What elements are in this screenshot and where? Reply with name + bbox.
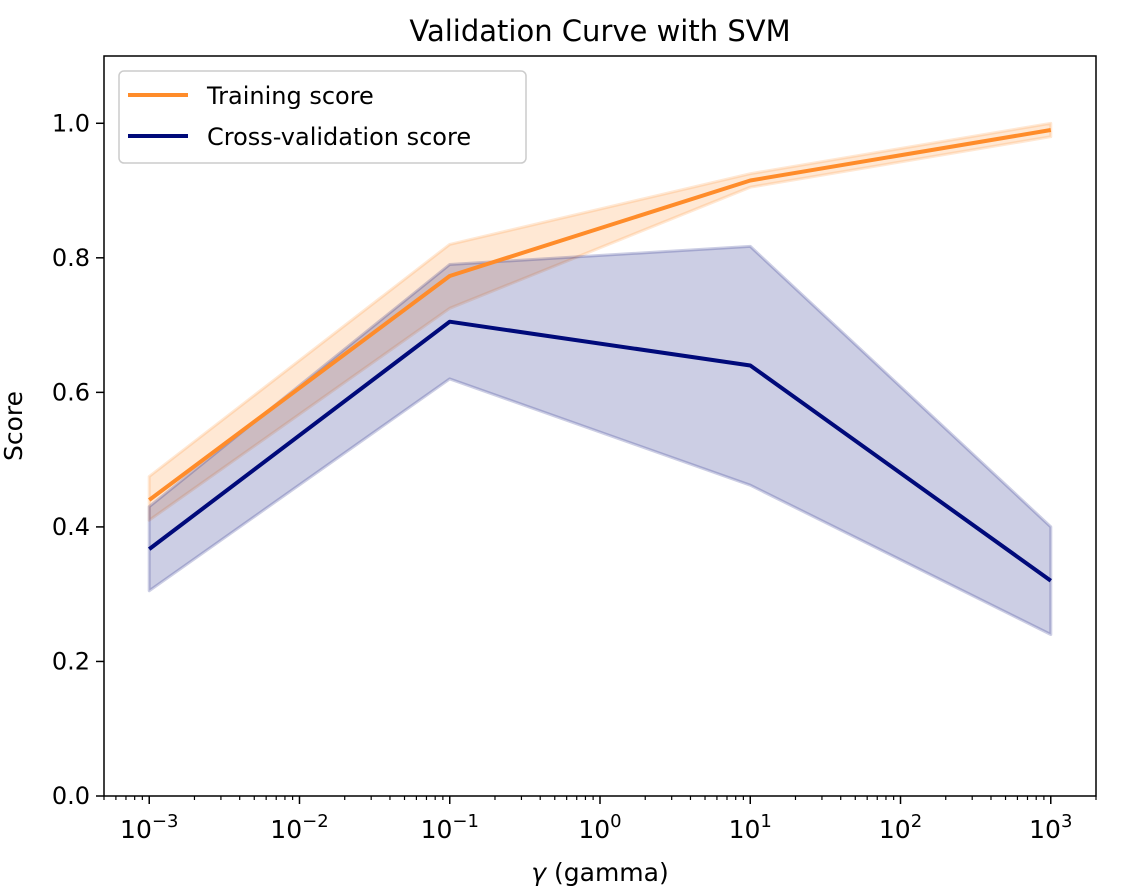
confidence-bands [147, 121, 1053, 636]
y-tick-label: 1.0 [52, 109, 90, 137]
y-tick-label: 0.0 [52, 782, 90, 810]
y-tick-label: 0.6 [52, 378, 90, 406]
line-cross-validation-score [147, 319, 1052, 583]
legend-label: Cross-validation score [207, 123, 471, 151]
x-tick-label: 103 [1029, 811, 1072, 844]
legend: Training score Cross-validation score [118, 70, 527, 164]
y-axis-label: Score [0, 391, 28, 461]
legend-label: Training score [206, 82, 374, 110]
y-tick-label: 0.4 [52, 513, 90, 541]
x-axis-label: γ (gamma) [531, 858, 668, 887]
x-tick-label: 10−2 [270, 811, 328, 844]
x-tick-label: 10−1 [421, 811, 479, 844]
y-tick-label: 0.8 [52, 244, 90, 272]
band-training [147, 121, 1053, 522]
x-axis-label-text: (gamma) [546, 858, 669, 887]
x-tick-label: 102 [879, 811, 922, 844]
line-training-score [148, 128, 1052, 502]
legend-box [118, 70, 527, 164]
x-tick-label: 101 [729, 811, 772, 844]
band-cross-validation [147, 244, 1053, 636]
x-axis: 10−3 10−2 10−1 100 101 102 103 [103, 796, 1097, 844]
y-axis: 0.0 0.2 0.4 0.6 0.8 1.0 [52, 109, 104, 810]
y-tick-label: 0.2 [52, 647, 90, 675]
x-tick-label: 100 [578, 811, 621, 844]
series-lines [147, 128, 1052, 583]
x-axis-label-symbol: γ [531, 858, 547, 887]
x-tick-label: 10−3 [120, 811, 178, 844]
chart-title: Validation Curve with SVM [409, 14, 790, 48]
